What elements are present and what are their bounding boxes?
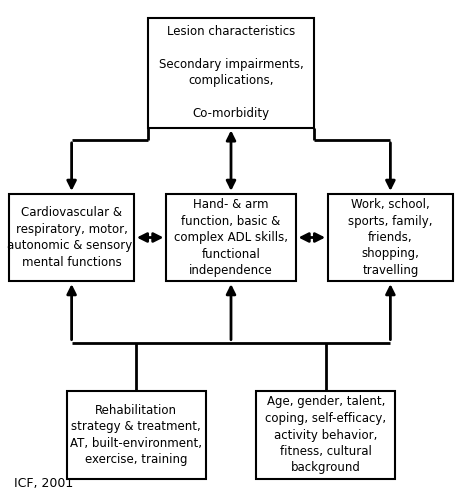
Text: Rehabilitation
strategy & treatment,
AT, built-environment,
exercise, training: Rehabilitation strategy & treatment, AT,… [70, 404, 202, 466]
Text: Hand- & arm
function, basic &
complex ADL skills,
functional
independence: Hand- & arm function, basic & complex AD… [174, 198, 288, 277]
Bar [166, 194, 296, 281]
Bar [67, 391, 206, 479]
Text: Work, school,
sports, family,
friends,
shopping,
travelling: Work, school, sports, family, friends, s… [348, 198, 432, 277]
Text: Cardiovascular &
respiratory, motor,
autonomic & sensory,
mental functions: Cardiovascular & respiratory, motor, aut… [7, 206, 136, 269]
Bar [328, 194, 453, 281]
Text: Age, gender, talent,
coping, self-efficacy,
activity behavior,
fitness, cultural: Age, gender, talent, coping, self-effica… [265, 396, 386, 474]
Text: Lesion characteristics

Secondary impairments,
complications,

Co-morbidity: Lesion characteristics Secondary impairm… [158, 24, 304, 120]
Text: ICF, 2001: ICF, 2001 [14, 477, 73, 490]
Bar [9, 194, 134, 281]
Bar [256, 391, 395, 479]
Bar [148, 18, 314, 128]
